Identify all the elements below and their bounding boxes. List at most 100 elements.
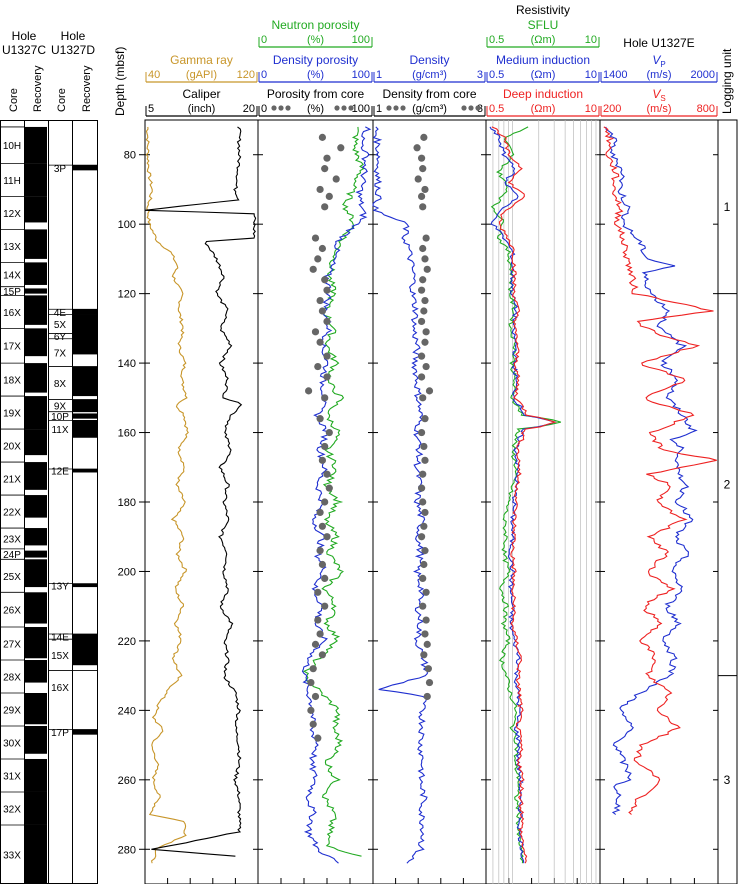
density-from-core-point — [417, 317, 426, 326]
density-from-core-point — [417, 352, 426, 360]
hole-c-name: U1327C — [2, 43, 46, 57]
core-recovery-bar — [73, 165, 97, 171]
core-label: 10H — [3, 141, 21, 152]
header-unit: (g/cm³) — [412, 103, 447, 115]
core-label: 13X — [3, 242, 21, 253]
core-label: 28X — [3, 673, 21, 684]
porosity-from-core-point — [323, 154, 331, 162]
porosity-from-core-point — [318, 522, 326, 530]
depth-tick-label: 220 — [118, 636, 136, 648]
core-label: 16X — [3, 308, 21, 319]
header-name: V — [652, 53, 661, 67]
header-name: Deep induction — [503, 87, 583, 101]
core-recovery-bar — [73, 333, 97, 339]
header-unit: (%) — [307, 69, 324, 81]
core-label: 13Y — [51, 581, 69, 592]
porosity-from-core-point — [325, 192, 333, 200]
header-name: Medium induction — [496, 53, 590, 67]
header-name: Density porosity — [273, 53, 358, 67]
track-frame — [372, 119, 487, 884]
medium-induction-curve — [489, 126, 557, 864]
porosity-from-core-point — [325, 484, 333, 492]
density-from-core-point — [417, 428, 426, 437]
density-from-core-point — [420, 442, 428, 451]
core-label: 4E — [54, 308, 67, 319]
depth-tick-label: 200 — [118, 566, 136, 578]
header-name: Caliper — [182, 87, 220, 101]
porosity-from-core-point — [316, 547, 324, 555]
density-from-core-point — [419, 498, 427, 506]
core-label: 6Y — [54, 332, 67, 343]
core-label: 8X — [54, 379, 67, 390]
core-label: 3P — [54, 164, 67, 175]
density-from-core-point — [419, 574, 427, 583]
porosity-from-core-point — [323, 317, 331, 326]
density-from-core-point — [417, 192, 426, 200]
header-unit: (Ωm) — [531, 69, 556, 81]
core-label: 20X — [3, 442, 21, 453]
core-label: 11H — [3, 176, 21, 187]
core-label: 17P — [51, 728, 69, 739]
density-from-core-point — [420, 560, 428, 569]
header-unit: (%) — [307, 34, 324, 46]
density-from-core-point — [421, 185, 429, 194]
header-max: 100 — [352, 34, 370, 46]
core-recovery-bar — [25, 328, 47, 357]
caliper-curve — [144, 126, 257, 857]
header-unit: (Ωm) — [531, 103, 556, 115]
header-dot-symbol — [341, 105, 347, 111]
core-recovery-bar — [73, 314, 97, 334]
logging-unit-frame — [717, 119, 738, 884]
density-from-core-point — [421, 338, 429, 346]
density-from-core-point — [420, 522, 428, 530]
porosity-from-core-point — [321, 203, 329, 211]
depth-tick-label: 160 — [118, 428, 136, 440]
density-from-core-point — [425, 387, 434, 395]
core-recovery-bar — [25, 229, 47, 259]
porosity-from-core-point — [309, 265, 317, 273]
core-recovery-bar — [25, 693, 47, 725]
density-from-core-point — [419, 244, 427, 253]
porosity-from-core-point — [314, 255, 322, 263]
core-recovery-bar — [73, 639, 97, 666]
header-min: 0.5 — [489, 103, 504, 115]
density-from-core-point — [423, 265, 431, 273]
deep-induction-curve — [491, 126, 557, 864]
density-from-core-point — [424, 665, 432, 673]
porosity-from-core-point — [321, 498, 329, 506]
core-recovery-bar — [25, 824, 47, 884]
density-from-core-point — [419, 165, 427, 173]
header-unit: (%) — [307, 103, 324, 115]
porosity-from-core-point — [337, 144, 345, 152]
header-name: Porosity from core — [267, 87, 365, 101]
logging-unit-column: Logging unit 1 2 3 — [717, 48, 738, 884]
depth-tick-label: 80 — [124, 150, 136, 162]
logging-unit-name: 2 — [724, 478, 731, 492]
density-from-core-point — [414, 175, 422, 183]
header-max: 10 — [585, 34, 597, 46]
header-name-subscript: P — [660, 60, 665, 69]
core-label: 24P — [3, 550, 21, 561]
core-recovery-bar — [25, 550, 47, 558]
column-header: Core — [8, 88, 20, 112]
header-unit: (gAPI) — [186, 69, 217, 81]
density-from-core-point — [417, 533, 426, 541]
density-from-core-point — [421, 630, 429, 638]
core-label: 33X — [3, 850, 21, 861]
header-dot-symbol — [278, 105, 284, 111]
core-recovery-bar — [25, 126, 47, 164]
header-name: V — [652, 87, 661, 101]
core-label: 15P — [3, 287, 21, 298]
porosity-from-core-point — [318, 244, 326, 253]
depth-tick-label: 260 — [118, 775, 136, 787]
porosity-from-core-point — [316, 508, 324, 517]
core-recovery-bar — [73, 729, 97, 735]
depth-tick-label: 280 — [118, 844, 136, 856]
header-name: SFLU — [528, 18, 559, 32]
core-recovery-bar — [73, 633, 97, 640]
density-from-core-point — [417, 286, 426, 294]
density-from-core-point — [421, 296, 429, 305]
porosity-from-core-point — [314, 734, 322, 742]
porosity-from-core-point — [318, 651, 326, 659]
